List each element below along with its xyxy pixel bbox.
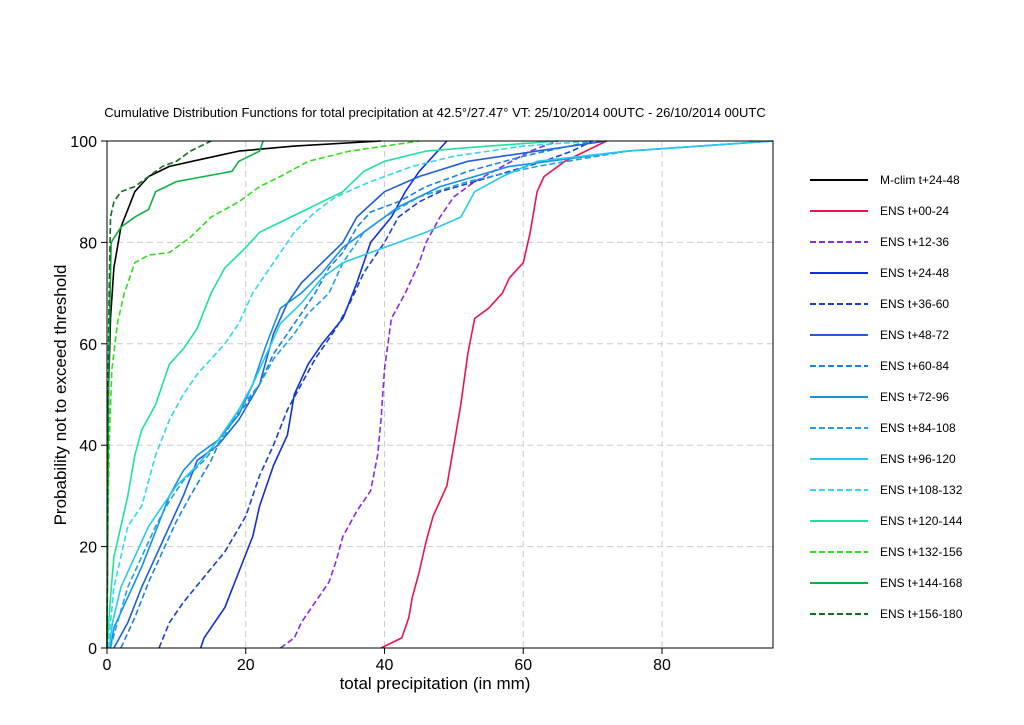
legend-label: ENS t+60-84	[880, 359, 949, 373]
legend-label: ENS t+36-60	[880, 297, 949, 311]
x-tick-label: 20	[237, 657, 255, 674]
plot-frame	[106, 140, 774, 649]
legend-label: M-clim t+24-48	[880, 173, 960, 187]
series-line	[380, 140, 607, 649]
plot-series	[106, 140, 774, 649]
legend-label: ENS t+72-96	[880, 390, 949, 404]
x-axis-label: total precipitation (in mm)	[340, 674, 531, 693]
chart-title: Cumulative Distribution Functions for to…	[104, 105, 765, 120]
legend-label: ENS t+24-48	[880, 266, 949, 280]
y-tick-label: 60	[79, 337, 97, 354]
y-tick-label: 80	[79, 235, 97, 252]
x-tick-label: 40	[376, 657, 394, 674]
series-line	[106, 140, 264, 649]
series-line	[106, 140, 558, 649]
series-line	[108, 140, 774, 649]
x-tick-label: 60	[514, 657, 532, 674]
y-tick-label: 20	[79, 540, 97, 557]
y-tick-label: 0	[88, 641, 97, 658]
axis-ticks: 0 20 40 60 80 0 20 40 60 80 100	[70, 134, 671, 674]
series-line	[106, 140, 212, 649]
x-tick-label: 0	[103, 657, 112, 674]
legend-label: ENS t+132-156	[880, 545, 963, 559]
legend-label: ENS t+48-72	[880, 328, 949, 342]
y-tick-label: 40	[79, 438, 97, 455]
legend-label: ENS t+120-144	[880, 514, 963, 528]
series-line	[120, 140, 593, 649]
legend: M-clim t+24-48 ENS t+00-24 ENS t+12-36 ENS …	[810, 173, 963, 621]
y-axis-label: Probability not to exceed threshold	[51, 265, 70, 526]
series-line	[107, 140, 593, 649]
series-line	[109, 140, 774, 649]
legend-label: ENS t+156-180	[880, 607, 963, 621]
legend-label: ENS t+12-36	[880, 235, 949, 249]
series-line	[113, 140, 607, 649]
series-line	[106, 140, 420, 649]
legend-label: ENS t+144-168	[880, 576, 963, 590]
series-line	[199, 140, 448, 649]
series-line	[109, 140, 774, 649]
legend-label: ENS t+84-108	[880, 421, 956, 435]
x-tick-label: 80	[653, 657, 671, 674]
y-tick-label: 100	[70, 134, 97, 151]
legend-label: ENS t+96-120	[880, 452, 956, 466]
legend-label: ENS t+108-132	[880, 483, 963, 497]
series-line	[279, 140, 559, 649]
legend-label: ENS t+00-24	[880, 204, 949, 218]
series-line	[158, 140, 593, 649]
